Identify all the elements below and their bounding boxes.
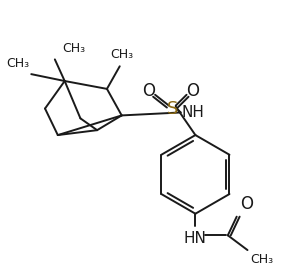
Text: CH₃: CH₃ xyxy=(250,253,274,266)
Text: CH₃: CH₃ xyxy=(110,48,133,61)
Text: CH₃: CH₃ xyxy=(63,42,86,56)
Text: O: O xyxy=(142,82,155,100)
Text: S: S xyxy=(167,100,178,117)
Text: CH₃: CH₃ xyxy=(6,57,29,70)
Text: O: O xyxy=(186,82,199,100)
Text: O: O xyxy=(240,195,253,213)
Text: HN: HN xyxy=(184,231,207,246)
Text: NH: NH xyxy=(181,105,204,120)
